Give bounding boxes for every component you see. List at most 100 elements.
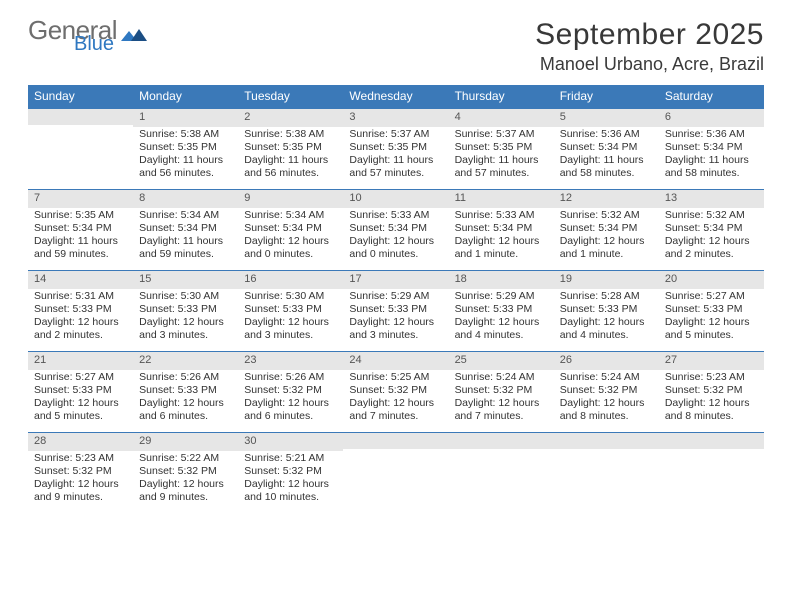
day-body: Sunrise: 5:21 AMSunset: 5:32 PMDaylight:… bbox=[238, 451, 343, 511]
sunrise-text: Sunrise: 5:21 AM bbox=[244, 452, 337, 465]
daylight-text: Daylight: 12 hours bbox=[455, 316, 548, 329]
day-number bbox=[554, 433, 659, 449]
logo-mark-icon bbox=[121, 27, 147, 47]
sunset-text: Sunset: 5:34 PM bbox=[560, 222, 653, 235]
day-number: 29 bbox=[133, 433, 238, 451]
day-cell: 19Sunrise: 5:28 AMSunset: 5:33 PMDayligh… bbox=[554, 271, 659, 351]
day-cell: 2Sunrise: 5:38 AMSunset: 5:35 PMDaylight… bbox=[238, 109, 343, 189]
day-cell: 14Sunrise: 5:31 AMSunset: 5:33 PMDayligh… bbox=[28, 271, 133, 351]
day-cell: 23Sunrise: 5:26 AMSunset: 5:32 PMDayligh… bbox=[238, 352, 343, 432]
calendar-week-row: 7Sunrise: 5:35 AMSunset: 5:34 PMDaylight… bbox=[28, 189, 764, 270]
sunrise-text: Sunrise: 5:24 AM bbox=[455, 371, 548, 384]
day-cell-blank bbox=[449, 433, 554, 513]
day-cell-blank bbox=[659, 433, 764, 513]
sunset-text: Sunset: 5:32 PM bbox=[665, 384, 758, 397]
day-number: 25 bbox=[449, 352, 554, 370]
sunset-text: Sunset: 5:34 PM bbox=[665, 222, 758, 235]
day-cell: 12Sunrise: 5:32 AMSunset: 5:34 PMDayligh… bbox=[554, 190, 659, 270]
day-body: Sunrise: 5:27 AMSunset: 5:33 PMDaylight:… bbox=[28, 370, 133, 430]
day-number: 24 bbox=[343, 352, 448, 370]
weekday-header-row: SundayMondayTuesdayWednesdayThursdayFrid… bbox=[28, 85, 764, 108]
daylight-text: Daylight: 12 hours bbox=[34, 397, 127, 410]
daylight-text: and 56 minutes. bbox=[139, 167, 232, 180]
daylight-text: and 5 minutes. bbox=[34, 410, 127, 423]
day-cell: 4Sunrise: 5:37 AMSunset: 5:35 PMDaylight… bbox=[449, 109, 554, 189]
sunset-text: Sunset: 5:34 PM bbox=[244, 222, 337, 235]
day-cell-blank bbox=[554, 433, 659, 513]
day-cell: 5Sunrise: 5:36 AMSunset: 5:34 PMDaylight… bbox=[554, 109, 659, 189]
day-body: Sunrise: 5:38 AMSunset: 5:35 PMDaylight:… bbox=[133, 127, 238, 187]
calendar-body: 1Sunrise: 5:38 AMSunset: 5:35 PMDaylight… bbox=[28, 108, 764, 513]
sunrise-text: Sunrise: 5:29 AM bbox=[349, 290, 442, 303]
daylight-text: Daylight: 12 hours bbox=[665, 316, 758, 329]
sunrise-text: Sunrise: 5:26 AM bbox=[139, 371, 232, 384]
day-number: 22 bbox=[133, 352, 238, 370]
sunset-text: Sunset: 5:35 PM bbox=[455, 141, 548, 154]
sunset-text: Sunset: 5:32 PM bbox=[139, 465, 232, 478]
daylight-text: and 56 minutes. bbox=[244, 167, 337, 180]
day-number: 2 bbox=[238, 109, 343, 127]
daylight-text: Daylight: 11 hours bbox=[139, 235, 232, 248]
sunrise-text: Sunrise: 5:38 AM bbox=[244, 128, 337, 141]
sunset-text: Sunset: 5:33 PM bbox=[139, 303, 232, 316]
sunset-text: Sunset: 5:33 PM bbox=[139, 384, 232, 397]
logo: General Blue bbox=[28, 18, 147, 54]
day-body: Sunrise: 5:37 AMSunset: 5:35 PMDaylight:… bbox=[449, 127, 554, 187]
sunset-text: Sunset: 5:32 PM bbox=[560, 384, 653, 397]
day-cell: 22Sunrise: 5:26 AMSunset: 5:33 PMDayligh… bbox=[133, 352, 238, 432]
daylight-text: and 3 minutes. bbox=[139, 329, 232, 342]
daylight-text: Daylight: 11 hours bbox=[139, 154, 232, 167]
daylight-text: Daylight: 12 hours bbox=[244, 235, 337, 248]
sunrise-text: Sunrise: 5:23 AM bbox=[34, 452, 127, 465]
day-number: 26 bbox=[554, 352, 659, 370]
day-cell: 27Sunrise: 5:23 AMSunset: 5:32 PMDayligh… bbox=[659, 352, 764, 432]
day-cell: 11Sunrise: 5:33 AMSunset: 5:34 PMDayligh… bbox=[449, 190, 554, 270]
sunrise-text: Sunrise: 5:32 AM bbox=[665, 209, 758, 222]
day-cell: 18Sunrise: 5:29 AMSunset: 5:33 PMDayligh… bbox=[449, 271, 554, 351]
weekday-header-cell: Sunday bbox=[28, 85, 133, 108]
sunrise-text: Sunrise: 5:34 AM bbox=[244, 209, 337, 222]
day-number: 30 bbox=[238, 433, 343, 451]
sunset-text: Sunset: 5:33 PM bbox=[34, 303, 127, 316]
location-label: Manoel Urbano, Acre, Brazil bbox=[535, 54, 764, 75]
daylight-text: Daylight: 12 hours bbox=[139, 397, 232, 410]
sunrise-text: Sunrise: 5:25 AM bbox=[349, 371, 442, 384]
sunset-text: Sunset: 5:33 PM bbox=[244, 303, 337, 316]
daylight-text: Daylight: 12 hours bbox=[34, 478, 127, 491]
weekday-header-cell: Tuesday bbox=[238, 85, 343, 108]
sunset-text: Sunset: 5:35 PM bbox=[139, 141, 232, 154]
day-body: Sunrise: 5:36 AMSunset: 5:34 PMDaylight:… bbox=[659, 127, 764, 187]
sunrise-text: Sunrise: 5:37 AM bbox=[349, 128, 442, 141]
day-number: 18 bbox=[449, 271, 554, 289]
day-cell: 24Sunrise: 5:25 AMSunset: 5:32 PMDayligh… bbox=[343, 352, 448, 432]
daylight-text: and 7 minutes. bbox=[455, 410, 548, 423]
day-number: 15 bbox=[133, 271, 238, 289]
day-cell: 15Sunrise: 5:30 AMSunset: 5:33 PMDayligh… bbox=[133, 271, 238, 351]
month-title: September 2025 bbox=[535, 18, 764, 52]
daylight-text: Daylight: 12 hours bbox=[560, 235, 653, 248]
day-cell: 1Sunrise: 5:38 AMSunset: 5:35 PMDaylight… bbox=[133, 109, 238, 189]
day-body: Sunrise: 5:25 AMSunset: 5:32 PMDaylight:… bbox=[343, 370, 448, 430]
daylight-text: and 1 minute. bbox=[455, 248, 548, 261]
sunset-text: Sunset: 5:34 PM bbox=[34, 222, 127, 235]
daylight-text: Daylight: 11 hours bbox=[665, 154, 758, 167]
day-body: Sunrise: 5:36 AMSunset: 5:34 PMDaylight:… bbox=[554, 127, 659, 187]
sunrise-text: Sunrise: 5:35 AM bbox=[34, 209, 127, 222]
daylight-text: and 2 minutes. bbox=[665, 248, 758, 261]
sunrise-text: Sunrise: 5:36 AM bbox=[560, 128, 653, 141]
sunrise-text: Sunrise: 5:30 AM bbox=[244, 290, 337, 303]
day-cell: 7Sunrise: 5:35 AMSunset: 5:34 PMDaylight… bbox=[28, 190, 133, 270]
day-body: Sunrise: 5:34 AMSunset: 5:34 PMDaylight:… bbox=[133, 208, 238, 268]
weekday-header-cell: Friday bbox=[554, 85, 659, 108]
daylight-text: and 5 minutes. bbox=[665, 329, 758, 342]
daylight-text: Daylight: 12 hours bbox=[665, 397, 758, 410]
daylight-text: Daylight: 12 hours bbox=[560, 397, 653, 410]
calendar-week-row: 21Sunrise: 5:27 AMSunset: 5:33 PMDayligh… bbox=[28, 351, 764, 432]
daylight-text: Daylight: 12 hours bbox=[244, 397, 337, 410]
daylight-text: and 3 minutes. bbox=[244, 329, 337, 342]
sunset-text: Sunset: 5:32 PM bbox=[244, 465, 337, 478]
daylight-text: and 7 minutes. bbox=[349, 410, 442, 423]
day-body: Sunrise: 5:30 AMSunset: 5:33 PMDaylight:… bbox=[238, 289, 343, 349]
weekday-header-cell: Saturday bbox=[659, 85, 764, 108]
daylight-text: Daylight: 11 hours bbox=[560, 154, 653, 167]
